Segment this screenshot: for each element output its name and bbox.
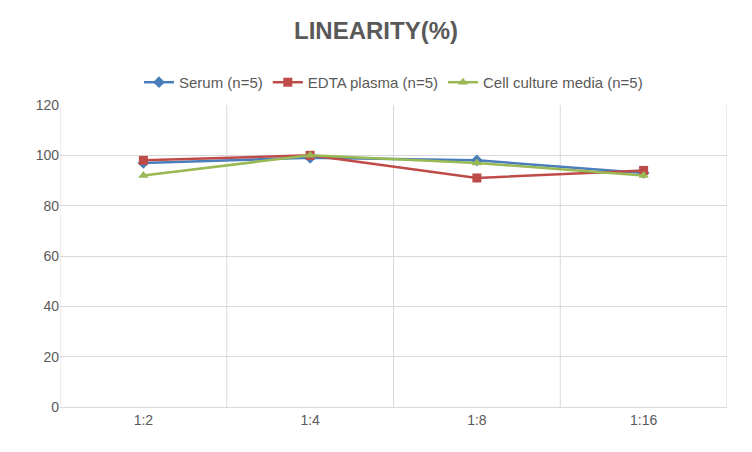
svg-text:60: 60: [43, 248, 59, 264]
svg-text:1:4: 1:4: [300, 412, 320, 428]
svg-text:120: 120: [36, 97, 60, 113]
svg-text:40: 40: [43, 298, 59, 314]
svg-text:0: 0: [51, 399, 59, 415]
svg-text:80: 80: [43, 198, 59, 214]
svg-text:1:16: 1:16: [630, 412, 657, 428]
svg-text:1:8: 1:8: [467, 412, 487, 428]
svg-text:100: 100: [36, 147, 60, 163]
svg-text:EDTA plasma (n=5): EDTA plasma (n=5): [308, 74, 438, 91]
svg-text:1:2: 1:2: [134, 412, 154, 428]
svg-text:Serum (n=5): Serum (n=5): [179, 74, 263, 91]
svg-text:LINEARITY(%): LINEARITY(%): [294, 17, 458, 44]
svg-text:20: 20: [43, 349, 59, 365]
svg-text:Cell culture media (n=5): Cell culture media (n=5): [483, 74, 643, 91]
